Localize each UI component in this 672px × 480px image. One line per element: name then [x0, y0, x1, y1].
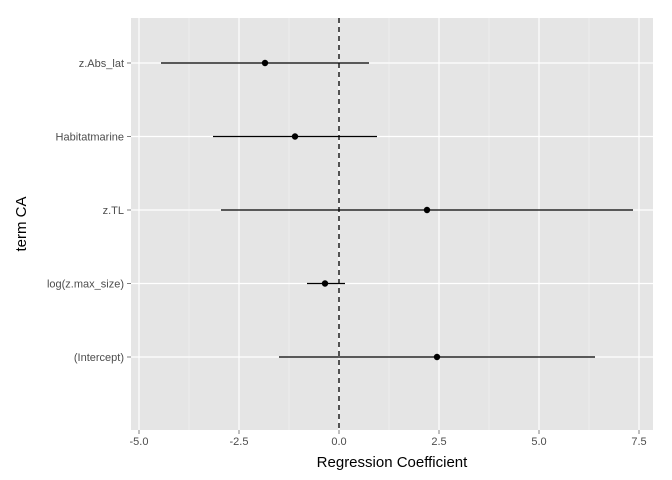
x-tick-label: 2.5 [431, 436, 446, 448]
x-tick-label: 5.0 [531, 436, 546, 448]
x-tick-label: -2.5 [230, 436, 249, 448]
x-tick-label: 0.0 [331, 436, 346, 448]
y-tick-label: z.Abs_lat [79, 58, 124, 70]
x-tick-label: 7.5 [631, 436, 646, 448]
y-tick-label: log(z.max_size) [47, 279, 124, 291]
panel-background [131, 18, 653, 430]
y-tick-label: (Intercept) [74, 352, 124, 364]
point-estimate [321, 280, 329, 287]
y-tick-label: Habitatmarine [56, 132, 124, 144]
y-tick-label: z.TL [103, 205, 124, 217]
x-axis-ticks: -5.0 -2.5 0.0 2.5 5.0 7.5 [130, 430, 647, 448]
y-axis-title: term CA [13, 196, 30, 251]
x-axis-title: Regression Coefficient [317, 454, 468, 471]
point-estimate [291, 133, 299, 140]
point-estimate [423, 206, 431, 214]
coefficient-marks [161, 59, 633, 361]
point-estimate [261, 59, 269, 67]
x-tick-label: -5.0 [130, 436, 149, 448]
point-estimate [433, 353, 441, 361]
minor-gridlines [188, 18, 590, 430]
y-axis-ticks: z.Abs_lat Habitatmarine z.TL log(z.max_size… [47, 58, 131, 364]
